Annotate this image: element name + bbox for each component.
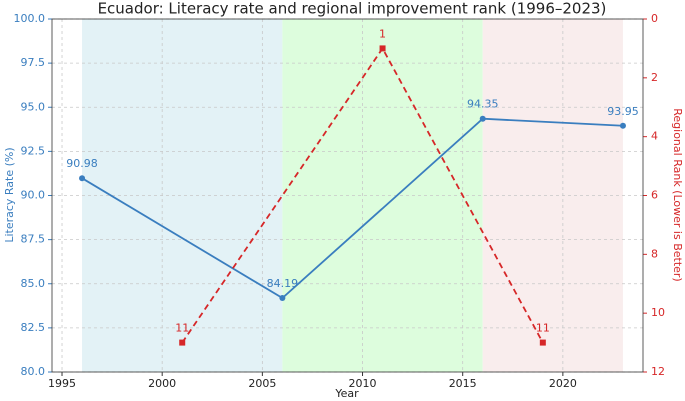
x-tick-label: 2005	[248, 377, 276, 390]
marker	[479, 115, 486, 122]
y-tick-label: 90.0	[21, 189, 46, 202]
y2-tick-label: 6	[651, 189, 658, 202]
y-tick-label: 97.5	[21, 56, 46, 69]
y-tick-label: 80.0	[21, 365, 46, 378]
x-tick-label: 1995	[48, 377, 76, 390]
data-label: 93.95	[607, 105, 639, 118]
shaded-span	[82, 19, 283, 372]
y2-tick-label: 2	[651, 71, 658, 84]
marker	[179, 339, 186, 346]
data-label: 11	[175, 322, 189, 335]
y2-tick-label: 4	[651, 130, 658, 143]
x-axis-label: Year	[334, 387, 359, 400]
y-axis-label: Literacy Rate (%)	[3, 147, 16, 242]
y2-tick-label: 0	[651, 12, 658, 25]
y-tick-label: 100.0	[14, 12, 46, 25]
data-label: 90.98	[66, 157, 98, 170]
marker	[79, 175, 86, 182]
x-tick-label: 2010	[349, 377, 377, 390]
y2-tick-label: 10	[651, 306, 665, 319]
y-tick-label: 85.0	[21, 277, 46, 290]
x-tick-label: 2020	[549, 377, 577, 390]
data-label: 11	[536, 322, 550, 335]
y2-tick-label: 12	[651, 365, 665, 378]
marker	[539, 339, 546, 346]
y-tick-label: 92.5	[21, 144, 46, 157]
y-tick-label: 82.5	[21, 321, 46, 334]
marker	[379, 45, 386, 52]
x-tick-label: 2000	[148, 377, 176, 390]
x-tick-label: 2015	[449, 377, 477, 390]
marker	[619, 122, 626, 129]
y-tick-label: 95.0	[21, 100, 46, 113]
marker	[279, 295, 286, 302]
y2-tick-label: 8	[651, 247, 658, 260]
data-label: 84.19	[267, 277, 299, 290]
data-label: 1	[379, 27, 386, 40]
data-label: 94.35	[467, 98, 499, 111]
y2-axis-label: Regional Rank (Lower is Better)	[671, 108, 684, 281]
y-tick-label: 87.5	[21, 233, 46, 246]
plot-frame	[51, 18, 644, 373]
chart-title: Ecuador: Literacy rate and regional impr…	[98, 0, 607, 18]
series-line	[81, 117, 624, 300]
